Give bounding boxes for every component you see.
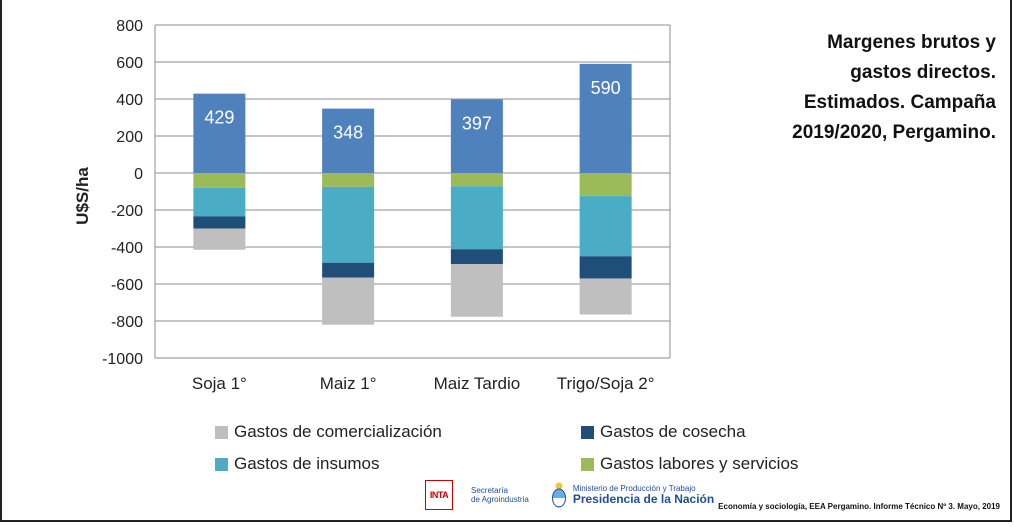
legend-label: Gastos de comercialización	[234, 422, 442, 441]
ministerio-line: Ministerio de Producción y Trabajo	[572, 484, 696, 493]
legend-item-insumos: Gastos de insumos	[215, 454, 380, 474]
bar-segment	[193, 173, 246, 188]
legend-item-comercializacion: Gastos de comercialización	[215, 422, 442, 442]
presidencia-line: Presidencia de la Nación	[572, 492, 715, 506]
x-tick-label: Soja 1°	[192, 374, 247, 393]
bar-data-label: 348	[333, 123, 363, 143]
legend-swatch	[581, 457, 594, 471]
y-tick-label: 800	[116, 18, 143, 35]
title-line: Estimados. Campaña	[803, 92, 996, 113]
bar-segment	[450, 264, 503, 317]
legend-label: Gastos de cosecha	[600, 422, 746, 441]
bar-data-label: 429	[204, 108, 234, 128]
bar-segment	[579, 256, 632, 279]
secretaria-line: Secretaría	[471, 486, 508, 495]
legend-swatch	[581, 425, 594, 439]
bar-data-label: 590	[591, 78, 621, 98]
y-tick-label: -600	[111, 277, 143, 294]
bar-margen-bruto	[579, 63, 632, 173]
legend-swatch	[215, 457, 228, 471]
chart-title: Margenes brutos y gastos directos. Estim…	[756, 28, 996, 148]
legend-item-labores: Gastos labores y servicios	[581, 454, 798, 474]
bar-segment	[579, 278, 632, 315]
bar-margen-bruto	[450, 99, 503, 173]
x-tick-label: Maiz 1°	[320, 374, 377, 393]
bar-segment	[322, 262, 375, 278]
y-tick-label: -1000	[102, 351, 143, 368]
x-tick-label: Trigo/Soja 2°	[557, 374, 655, 393]
bar-margen-bruto	[322, 108, 375, 173]
secretaria-logo: Secretaría de Agroindustria	[471, 486, 529, 504]
x-tick-label: Maiz Tardio	[434, 374, 521, 393]
y-tick-label: -800	[111, 314, 143, 331]
ministerio-logo: Ministerio de Producción y Trabajo Presi…	[573, 484, 714, 506]
legend-item-cosecha: Gastos de cosecha	[581, 422, 746, 442]
bar-segment	[450, 173, 503, 187]
secretaria-line: de Agroindustria	[471, 495, 529, 504]
footer-logos: INTA Secretaría de Agroindustria Ministe…	[425, 478, 714, 512]
y-tick-label: 600	[116, 55, 143, 72]
bar-data-label: 397	[462, 114, 492, 134]
legend-label: Gastos de insumos	[234, 454, 380, 473]
y-tick-label: -400	[111, 240, 143, 257]
legend-label: Gastos labores y servicios	[600, 454, 799, 473]
x-axis-ticks: Soja 1° Maiz 1° Maiz Tardio Trigo/Soja 2°	[192, 374, 655, 393]
bar-segment	[193, 187, 246, 217]
bar-segment	[579, 196, 632, 257]
bar-segment	[322, 277, 375, 325]
y-axis-ticks: 800 600 400 200 0 -200 -400 -600 -800 -1000	[102, 18, 143, 368]
y-tick-label: 400	[116, 92, 143, 109]
bar-segment	[322, 173, 375, 187]
y-tick-label: -200	[111, 203, 143, 220]
bar-segment	[322, 186, 375, 263]
bar-margen-bruto	[193, 93, 246, 173]
y-axis-label: U$S/ha	[73, 167, 92, 225]
inta-logo: INTA	[425, 480, 453, 510]
source-note: Economía y sociología, EEA Pergamino. In…	[718, 502, 1000, 511]
bar-segment	[579, 173, 632, 197]
title-line: gastos directos.	[850, 62, 996, 83]
y-tick-label: 0	[134, 166, 143, 183]
bar-segment	[193, 216, 246, 229]
bar-segment	[450, 249, 503, 265]
legend-swatch	[215, 425, 228, 439]
inta-logo-text: INTA	[429, 490, 449, 500]
argentina-coat-of-arms-icon	[551, 482, 566, 508]
bar-segment	[450, 186, 503, 250]
title-line: 2019/2020, Pergamino.	[792, 122, 996, 143]
bar-segment	[193, 228, 246, 250]
bars: 429 348 397 590	[193, 63, 632, 325]
y-tick-label: 200	[116, 129, 143, 146]
title-line: Margenes brutos y	[827, 32, 996, 53]
